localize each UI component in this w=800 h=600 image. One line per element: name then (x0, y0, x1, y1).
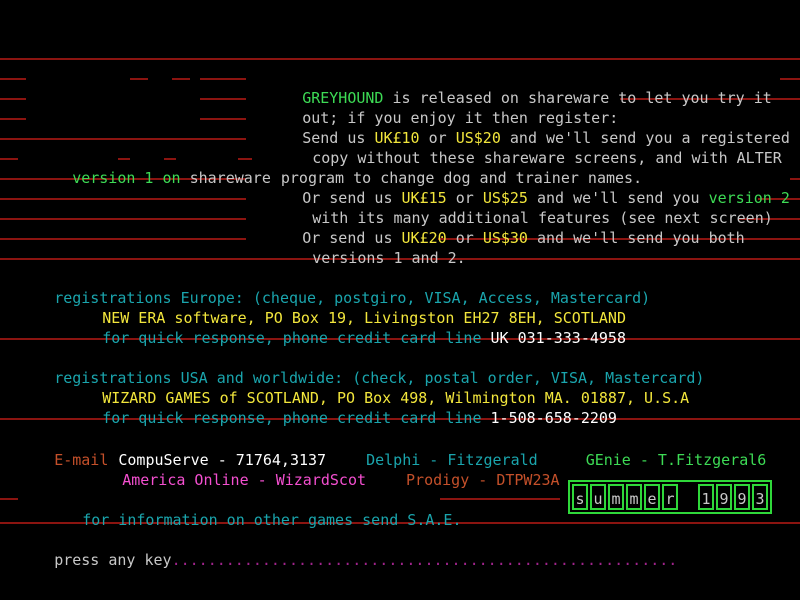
email-compuserve: CompuServe - 71764,3137 (118, 451, 327, 469)
europe-heading-text: registrations Europe: (cheque, postgiro,… (54, 289, 651, 307)
sae-text: for information on other games send S.A.… (82, 511, 462, 529)
intro-line-6-b: or (446, 189, 483, 207)
price-uk-15: UK£15 (401, 189, 447, 207)
intro-line-4-text: copy without these shareware screens, an… (312, 149, 782, 167)
stamp-char: r (662, 484, 678, 510)
intro-line-2-text: out; if you enjoy it then register: (302, 109, 619, 127)
europe-heading: registrations Europe: (cheque, postgiro,… (0, 268, 800, 307)
intro-line-1: GREYHOUND is released on shareware to le… (0, 68, 800, 107)
stamp-char: e (644, 484, 660, 510)
usa-address-text: WIZARD GAMES of SCOTLAND, PO Box 498, Wi… (102, 389, 690, 407)
intro-line-3: Send us UK£10 or US$20 and we'll send yo… (0, 108, 800, 147)
stamp-char: m (608, 484, 624, 510)
stamp-char: m (626, 484, 642, 510)
stamp-char: 9 (716, 484, 732, 510)
price-us-25: US$25 (482, 189, 528, 207)
intro-line-2: out; if you enjoy it then register: (0, 88, 800, 127)
usa-heading: registrations USA and worldwide: (check,… (0, 348, 800, 387)
intro-line-3-c: and we'll send you a registered (500, 129, 790, 147)
usa-address: WIZARD GAMES of SCOTLAND, PO Box 498, Wi… (0, 368, 800, 407)
summer-1993-stamp: s u m m e r 1 9 9 3 (568, 480, 772, 514)
email-line-2: America Online - WizardScot Prodigy - DTP… (0, 450, 800, 489)
europe-address: NEW ERA software, PO Box 19, Livingston … (0, 288, 800, 327)
usa-phone-label: for quick response, phone credit card li… (102, 409, 491, 427)
stamp-char-space (680, 484, 696, 510)
europe-phone: for quick response, phone credit card li… (0, 308, 800, 347)
intro-line-3-a: Send us (302, 129, 375, 147)
stamp-char: s (572, 484, 588, 510)
price-us-20: US$20 (455, 129, 501, 147)
sae-line: for information on other games send S.A.… (0, 490, 800, 529)
intro-line-6-a: Or send us (302, 189, 402, 207)
europe-phone-number: UK 031-333-4958 (490, 329, 626, 347)
price-uk-10: UK£10 (374, 129, 420, 147)
intro-line-8-a: Or send us (302, 229, 402, 247)
email-delphi: Delphi - Fitzgerald (366, 451, 538, 469)
prompt-dots: ........................................… (171, 551, 678, 569)
usa-phone: for quick response, phone credit card li… (0, 388, 800, 427)
intro-line-6: Or send us UK£15 or US$25 and we'll send… (0, 168, 800, 207)
intro-line-7-text: with its many additional features (see n… (312, 209, 773, 227)
price-uk-20: UK£20 (401, 229, 447, 247)
intro-line-3-b: or (419, 129, 456, 147)
stamp-char: 9 (734, 484, 750, 510)
intro-line-4: copy without these shareware screens, an… (0, 128, 800, 167)
intro-line-9-text: versions 1 and 2. (312, 249, 466, 267)
intro-line-5-text: program to change dog and trainer names. (280, 169, 643, 187)
usa-phone-number: 1-508-658-2209 (490, 409, 617, 427)
intro-line-6-c: and we'll send you (527, 189, 709, 207)
email-prodigy: Prodigy - DTPW23A (406, 471, 560, 489)
intro-line-5: version 1 on shareware program to change … (0, 148, 800, 187)
game-title: GREYHOUND (302, 89, 384, 107)
europe-address-text: NEW ERA software, PO Box 19, Livingston … (102, 309, 626, 327)
stamp-char: 1 (698, 484, 714, 510)
intro-line-9: versions 1 and 2. (0, 228, 800, 267)
stamp-char: u (590, 484, 606, 510)
intro-line-7: with its many additional features (see n… (0, 188, 800, 227)
usa-heading-text: registrations USA and worldwide: (check,… (54, 369, 705, 387)
press-any-key-row: press any key...........................… (0, 530, 800, 569)
email-genie: GEnie - T.Fitzgeral6 (585, 451, 767, 469)
intro-line-8: Or send us UK£20 or US$30 and we'll send… (0, 208, 800, 247)
press-any-key-prompt[interactable]: press any key (54, 551, 172, 569)
stamp-char: 3 (752, 484, 768, 510)
email-america-online: America Online - WizardScot (122, 471, 367, 489)
europe-phone-label: for quick response, phone credit card li… (102, 329, 491, 347)
email-line-1: E-mail CompuServe - 71764,3137 Delphi - Fi… (0, 430, 800, 469)
email-label: E-mail (54, 451, 109, 469)
